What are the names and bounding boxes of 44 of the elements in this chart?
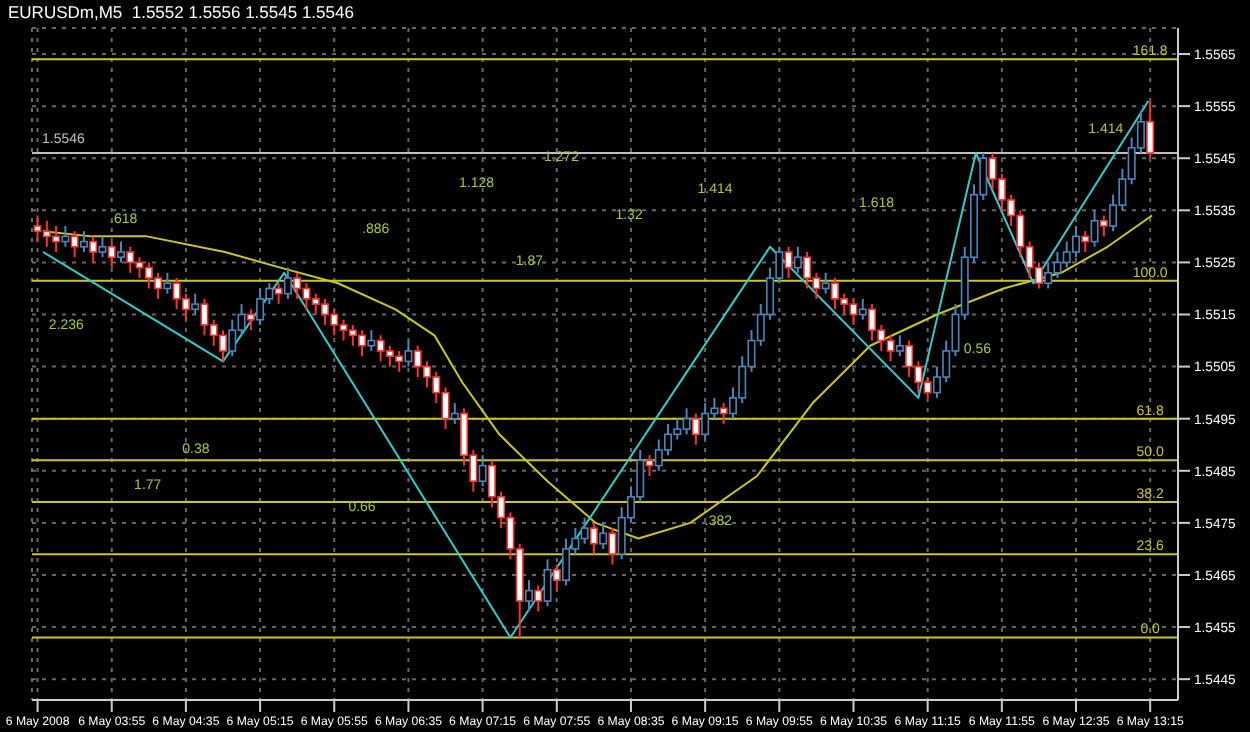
- candlestick: [450, 402, 459, 425]
- candlestick: [191, 292, 200, 316]
- candlestick: [803, 251, 812, 290]
- candlestick: [608, 527, 617, 566]
- candlestick: [274, 282, 283, 306]
- candlestick: [562, 537, 571, 587]
- candlestick: [858, 297, 867, 321]
- candlestick: [895, 334, 904, 358]
- candlestick: [367, 329, 376, 352]
- candlestick: [404, 339, 413, 368]
- candlestick: [163, 271, 172, 295]
- candlestick: [524, 579, 533, 613]
- candlestick: [117, 240, 126, 264]
- candlestick: [868, 303, 877, 342]
- candlestick: [1081, 230, 1090, 253]
- candlestick: [701, 402, 710, 441]
- candlestick: [645, 454, 654, 477]
- candlestick: [478, 454, 487, 488]
- chart-title: EURUSDm,M5 1.5552 1.5556 1.5545 1.5546: [8, 2, 354, 22]
- candlestick: [256, 287, 265, 326]
- candlestick: [719, 402, 728, 425]
- candlestick: [1146, 99, 1155, 160]
- candlestick: [784, 245, 793, 280]
- candlestick: [1044, 261, 1053, 290]
- candlestick: [543, 558, 552, 608]
- candlestick: [98, 235, 107, 259]
- candlestick: [793, 245, 802, 274]
- candlestick: [691, 412, 700, 446]
- candlestick: [293, 271, 302, 300]
- candlestick: [821, 271, 830, 295]
- candlestick: [589, 521, 598, 556]
- candlestick: [599, 521, 608, 550]
- candlestick: [107, 240, 116, 269]
- candlestick: [61, 224, 70, 248]
- candlestick: [905, 339, 914, 379]
- candlestick: [1090, 209, 1099, 248]
- candlestick: [552, 563, 561, 592]
- candlestick: [89, 235, 98, 264]
- candlestick: [283, 266, 292, 300]
- candlestick: [70, 230, 79, 259]
- candlestick: [534, 584, 543, 613]
- candlestick: [1099, 214, 1108, 238]
- candlestick: [79, 230, 88, 253]
- candlestick: [246, 308, 255, 332]
